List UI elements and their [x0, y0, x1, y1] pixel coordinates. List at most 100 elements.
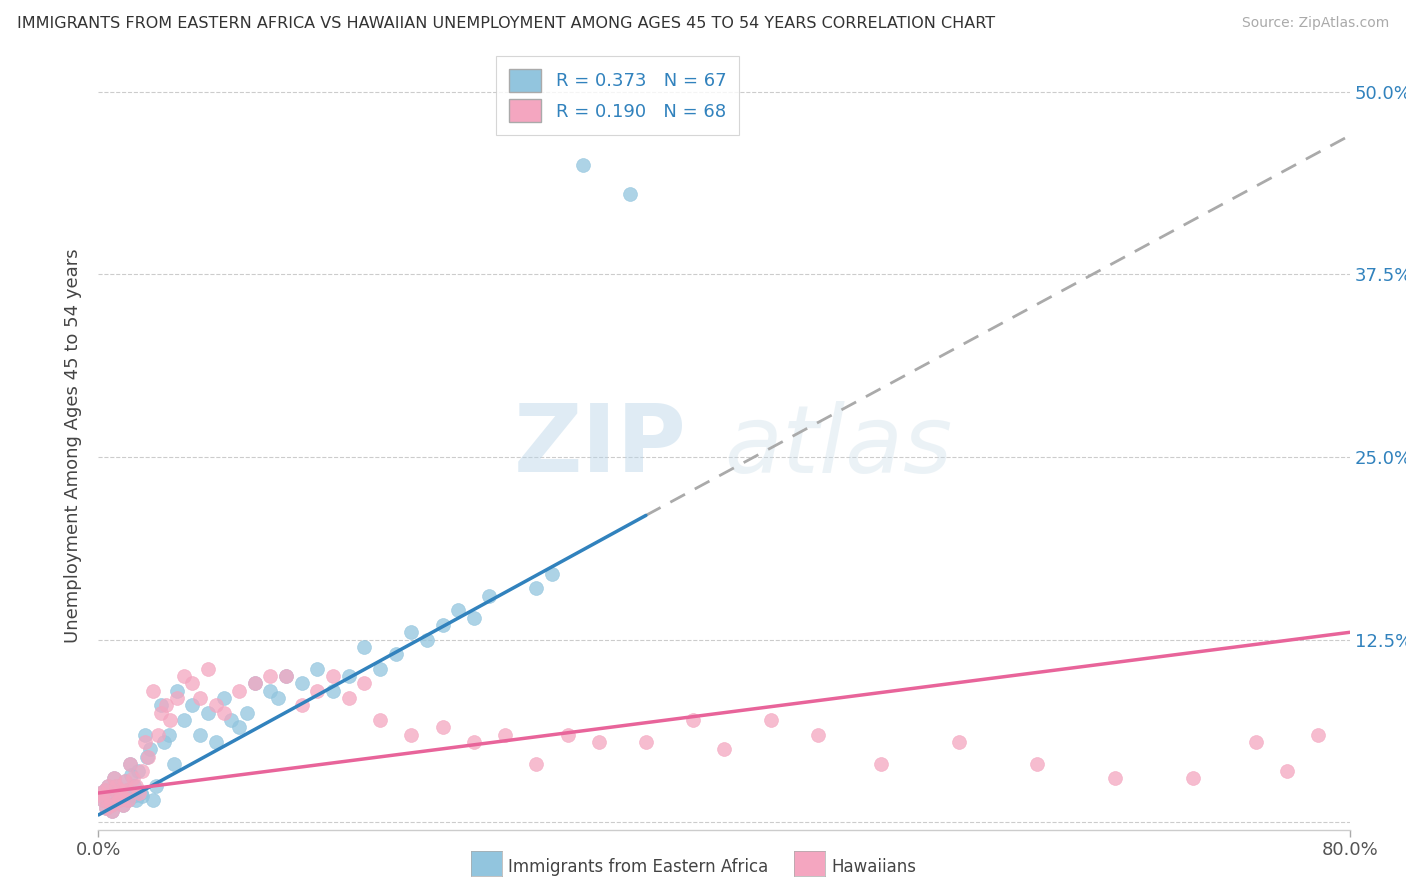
Point [96, 800, 118, 814]
Point [541, 566, 564, 581]
Point [131, 789, 153, 803]
Point [93, 783, 115, 797]
Point [97, 779, 120, 793]
Point [115, 783, 138, 797]
Point [204, 698, 226, 713]
Point [97, 779, 120, 793]
Text: Source: ZipAtlas.com: Source: ZipAtlas.com [1241, 16, 1389, 30]
Point [103, 772, 125, 786]
Point [117, 793, 139, 807]
Point [145, 779, 167, 793]
Point [1277, 764, 1299, 778]
Point [121, 772, 143, 786]
Point [134, 735, 156, 749]
Point [111, 789, 134, 803]
Point [212, 706, 235, 720]
Point [91, 793, 114, 807]
Point [494, 728, 516, 742]
Text: atlas: atlas [724, 401, 952, 491]
Point [188, 691, 211, 706]
Text: Immigrants from Eastern Africa: Immigrants from Eastern Africa [508, 858, 768, 876]
Point [463, 735, 485, 749]
Point [125, 793, 148, 807]
Point [166, 683, 188, 698]
Point [274, 669, 298, 683]
Point [181, 698, 204, 713]
Point [110, 783, 132, 797]
Point [236, 706, 259, 720]
Point [111, 789, 134, 803]
Point [173, 713, 195, 727]
Point [93, 783, 115, 797]
Point [107, 793, 129, 807]
Point [432, 618, 454, 632]
Point [526, 582, 548, 596]
Point [98, 789, 121, 803]
Point [127, 764, 149, 778]
Point [98, 789, 121, 803]
Point [337, 691, 360, 706]
Point [353, 640, 375, 654]
Point [291, 698, 314, 713]
Point [121, 789, 143, 803]
Text: ZIP: ZIP [513, 400, 686, 492]
Point [112, 797, 135, 812]
Point [322, 669, 344, 683]
Point [100, 797, 122, 812]
Point [204, 735, 226, 749]
Point [228, 683, 250, 698]
Point [243, 676, 266, 690]
Point [120, 768, 142, 782]
Point [478, 589, 501, 603]
Text: Hawaiians: Hawaiians [831, 858, 915, 876]
Point [101, 804, 124, 818]
Point [188, 728, 211, 742]
Point [807, 728, 830, 742]
Point [212, 691, 235, 706]
Point [125, 779, 148, 793]
Point [155, 698, 177, 713]
Point [267, 691, 290, 706]
Point [1244, 735, 1267, 749]
Point [634, 735, 657, 749]
Point [139, 742, 162, 756]
Point [526, 756, 548, 771]
Point [166, 691, 188, 706]
Point [197, 662, 219, 676]
Point [112, 797, 135, 812]
Point [146, 728, 169, 742]
Point [948, 735, 970, 749]
Point [162, 756, 184, 771]
Point [118, 756, 141, 771]
Point [142, 683, 165, 698]
Point [307, 683, 329, 698]
Point [134, 728, 156, 742]
Point [100, 797, 122, 812]
Point [103, 772, 125, 786]
Point [384, 647, 406, 661]
Point [105, 786, 128, 800]
Point [157, 728, 180, 742]
Point [101, 804, 124, 818]
Point [197, 706, 219, 720]
Point [159, 713, 181, 727]
Point [135, 749, 157, 764]
Point [89, 786, 111, 800]
Point [129, 786, 152, 800]
Point [274, 669, 298, 683]
Point [368, 662, 391, 676]
Point [104, 779, 127, 793]
Point [353, 676, 375, 690]
Point [89, 786, 111, 800]
Point [153, 735, 176, 749]
Point [291, 676, 314, 690]
Point [1026, 756, 1049, 771]
Point [463, 610, 485, 624]
Point [259, 669, 281, 683]
Point [118, 756, 141, 771]
Legend: R = 0.373   N = 67, R = 0.190   N = 68: R = 0.373 N = 67, R = 0.190 N = 68 [496, 56, 740, 135]
Point [221, 713, 243, 727]
Point [150, 698, 173, 713]
Point [401, 625, 423, 640]
Point [105, 786, 128, 800]
